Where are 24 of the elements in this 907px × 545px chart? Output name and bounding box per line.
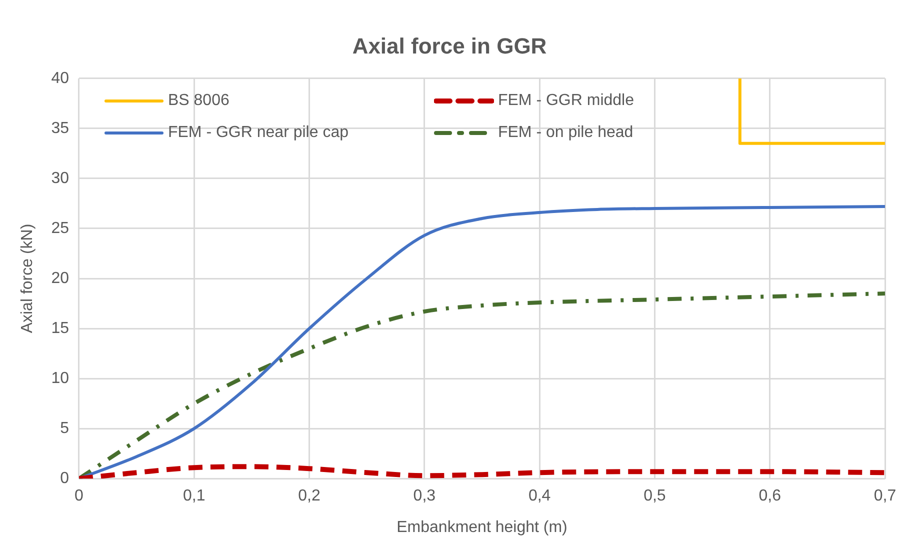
x-tick-label: 0,6 [758, 488, 782, 505]
y-tick-label: 30 [51, 170, 70, 187]
y-tick-label: 5 [60, 420, 70, 437]
y-tick-label: 40 [51, 70, 70, 87]
x-tick-label: 0,1 [183, 488, 206, 505]
x-tick-label: 0,7 [874, 488, 896, 505]
legend-label: FEM - GGR middle [498, 92, 634, 110]
legend-label: FEM - GGR near pile cap [168, 124, 348, 142]
legend-label: FEM - on pile head [498, 124, 634, 142]
y-tick-label: 10 [51, 370, 70, 387]
x-tick-label: 0 [74, 488, 84, 505]
x-tick-label: 0,4 [528, 488, 551, 505]
x-tick-label: 0,2 [298, 488, 320, 505]
chart-title: Axial force in GGR [352, 33, 547, 58]
x-axis-title: Embankment height (m) [396, 518, 568, 536]
x-tick-label: 0,3 [413, 488, 436, 505]
y-tick-label: 15 [51, 320, 70, 337]
y-tick-label: 35 [51, 120, 70, 137]
x-tick-label: 0,5 [644, 488, 666, 505]
y-axis-title: Axial force (kN) [19, 224, 36, 334]
y-tick-label: 0 [60, 470, 70, 488]
y-tick-label: 20 [51, 270, 70, 287]
y-tick-label: 25 [51, 220, 70, 237]
legend-label: BS 8006 [168, 92, 230, 110]
